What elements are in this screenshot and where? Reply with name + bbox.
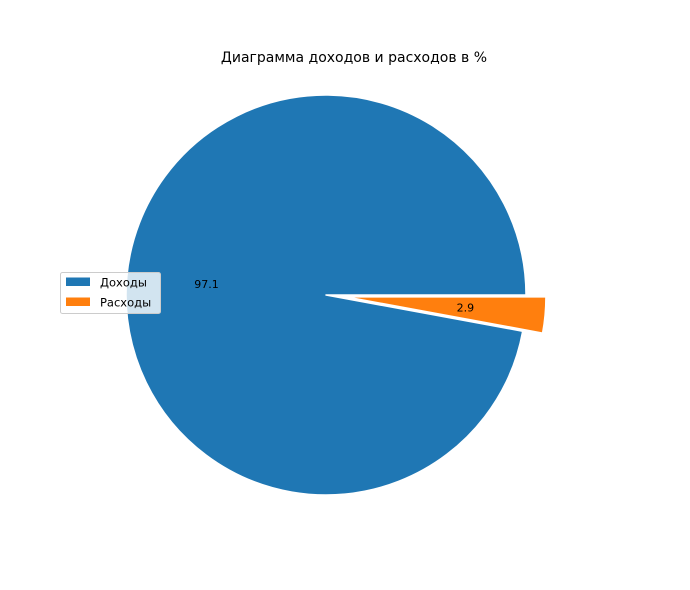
- legend: Доходы Расходы: [60, 272, 161, 314]
- legend-swatch-expenses: [66, 297, 90, 306]
- slice-label-income: 97.1: [194, 278, 219, 291]
- pie-slices: [125, 94, 547, 496]
- percentage-labels: 97.1 2.9: [194, 278, 474, 315]
- pie-slice-expenses: [345, 296, 547, 334]
- legend-swatch-income: [66, 277, 90, 286]
- legend-label-income: Доходы: [100, 276, 147, 290]
- chart-title: Диаграмма доходов и расходов в %: [221, 50, 487, 66]
- slice-label-expenses: 2.9: [457, 302, 475, 315]
- pie-slice-income: [125, 94, 527, 496]
- legend-label-expenses: Расходы: [100, 296, 151, 310]
